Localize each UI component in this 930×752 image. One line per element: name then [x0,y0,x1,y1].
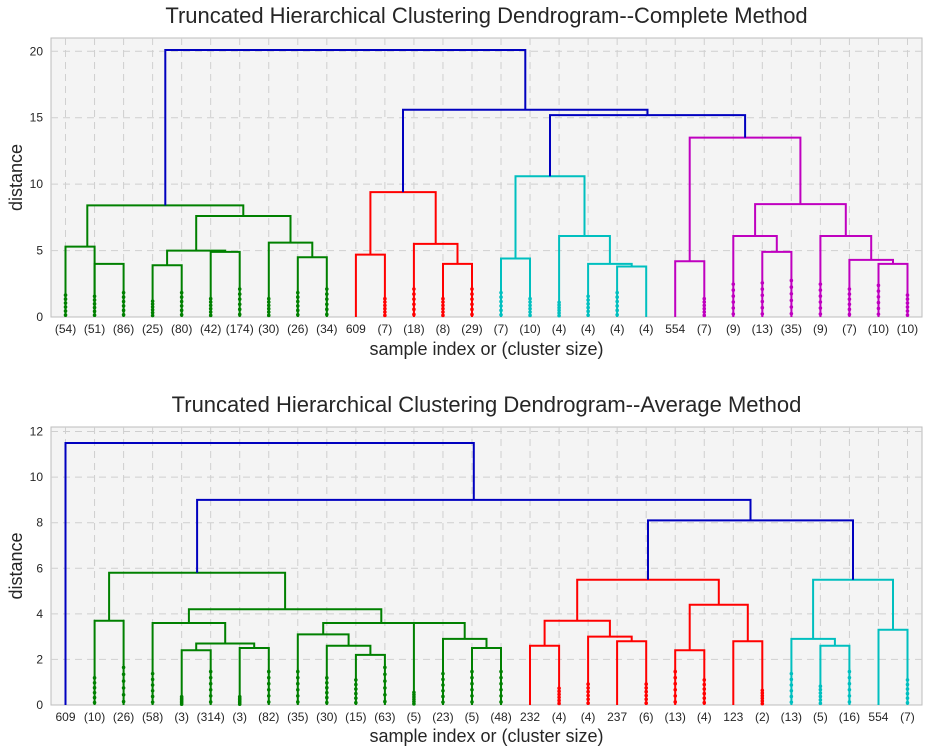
y-axis-label: distance [6,532,26,599]
leaf-label: 609 [346,322,366,336]
y-tick-label: 12 [30,425,44,439]
leaf-label: (15) [345,710,366,724]
x-axis-label: sample index or (cluster size) [369,339,603,359]
leaf-label: (23) [432,710,453,724]
dendrogram-link [322,622,440,635]
leaf-label: (4) [552,322,567,336]
y-tick-label: 4 [36,607,43,621]
leaf-label: (58) [142,710,163,724]
dendrogram-link [93,262,125,317]
leaf-label: (3) [232,710,247,724]
leaf-label: (10) [84,710,105,724]
y-tick-label: 0 [36,698,43,712]
leaf-label: (35) [781,322,802,336]
leaf-label: (13) [752,322,773,336]
dendrogram-link [64,442,475,705]
leaf-label: (10) [868,322,889,336]
leaf-label: (4) [581,322,596,336]
leaf-label: (7) [494,322,509,336]
chart-title: Truncated Hierarchical Clustering Dendro… [165,3,807,28]
leaf-label: (7) [378,322,393,336]
leaf-label: (314) [197,710,225,724]
leaf-label: (3) [174,710,189,724]
leaf-label: (13) [781,710,802,724]
leaf-label: (9) [726,322,741,336]
leaf-label: (5) [813,710,828,724]
leaf-label: (18) [403,322,424,336]
leaf-label: 554 [665,322,685,336]
y-tick-label: 15 [30,111,44,125]
y-axis-label: distance [6,144,26,211]
y-tick-label: 10 [30,177,44,191]
leaf-label: (34) [316,322,337,336]
leaf-label: (8) [436,322,451,336]
leaf-label: (4) [697,710,712,724]
leaf-label: (10) [519,322,540,336]
leaf-label: 232 [520,710,540,724]
leaf-label: (82) [258,710,279,724]
leaf-label: (4) [610,322,625,336]
y-tick-label: 6 [36,561,43,575]
plot-area [50,37,923,318]
leaf-label: (26) [113,710,134,724]
leaf-label: (13) [665,710,686,724]
leaf-label: (7) [900,710,915,724]
leaf-label: (5) [465,710,480,724]
x-axis-label: sample index or (cluster size) [369,726,603,746]
leaf-label: (16) [839,710,860,724]
leaf-label: (10) [897,322,918,336]
leaf-label: (35) [287,710,308,724]
leaf-label: (51) [84,322,105,336]
chart-title: Truncated Hierarchical Clustering Dendro… [172,392,802,417]
y-tick-label: 0 [36,310,43,324]
leaf-label: (29) [461,322,482,336]
leaf-label: 237 [607,710,627,724]
leaf-label: (25) [142,322,163,336]
dendrogram-link [164,49,527,206]
leaf-label: 123 [723,710,743,724]
leaf-label: 554 [868,710,888,724]
leaf-label: (63) [374,710,395,724]
leaf-label: (4) [581,710,596,724]
leaf-label: (54) [55,322,76,336]
leaf-label: (2) [755,710,770,724]
leaf-label: (174) [226,322,254,336]
leaf-label: (5) [407,710,422,724]
leaf-label: (48) [490,710,511,724]
leaf-label: (6) [639,710,654,724]
leaf-label: (80) [171,322,192,336]
leaf-label: (4) [639,322,654,336]
leaf-label: (30) [258,322,279,336]
y-tick-label: 5 [36,244,43,258]
leaf-label: (9) [813,322,828,336]
leaf-label: (26) [287,322,308,336]
y-tick-label: 8 [36,516,43,530]
leaf-label: (86) [113,322,134,336]
leaf-label: (7) [697,322,712,336]
leaf-label: (4) [552,710,567,724]
leaf-label: (7) [842,322,857,336]
y-tick-label: 10 [30,470,44,484]
leaf-label: (30) [316,710,337,724]
y-tick-label: 2 [36,652,43,666]
leaf-label: (42) [200,322,221,336]
y-tick-label: 20 [30,44,44,58]
leaf-label: 609 [56,710,76,724]
